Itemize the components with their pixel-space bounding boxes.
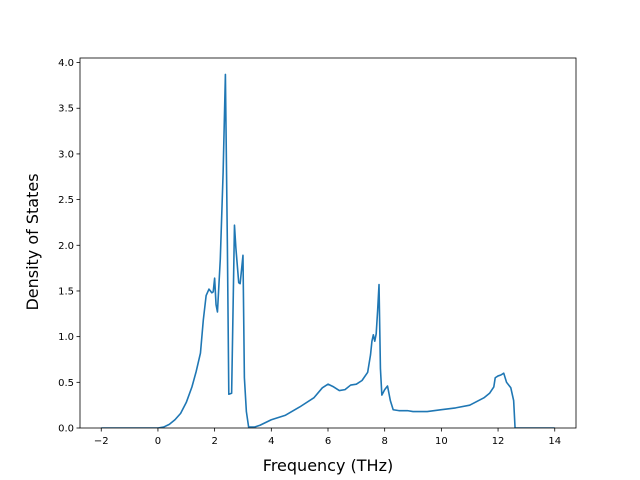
- x-axis-ticks: −2 0 2 4 6 8 10 12 14: [94, 428, 561, 447]
- y-tick-label: 3.5: [58, 104, 74, 115]
- x-tick-label: −2: [94, 436, 109, 447]
- x-tick-label: 14: [548, 436, 561, 447]
- x-tick-label: 2: [211, 436, 217, 447]
- y-tick-label: 1.5: [58, 286, 74, 297]
- dos-series-line: [101, 73, 555, 428]
- y-axis-label: Density of States: [23, 173, 42, 310]
- y-tick-label: 4.0: [58, 58, 74, 69]
- y-tick-label: 0.5: [58, 378, 74, 389]
- y-tick-label: 0.0: [58, 424, 74, 435]
- x-tick-label: 8: [381, 436, 387, 447]
- y-tick-label: 2.0: [58, 241, 74, 252]
- x-axis-label: Frequency (THz): [263, 456, 393, 475]
- x-tick-label: 10: [435, 436, 448, 447]
- x-tick-label: 4: [268, 436, 274, 447]
- y-tick-label: 1.0: [58, 332, 74, 343]
- y-tick-label: 2.5: [58, 195, 74, 206]
- y-tick-label: 3.0: [58, 149, 74, 160]
- x-tick-label: 6: [325, 436, 331, 447]
- y-axis-ticks: 0.0 0.5 1.0 1.5 2.0 2.5 3.0 3.5 4.0: [58, 58, 80, 435]
- x-tick-label: 0: [155, 436, 161, 447]
- x-tick-label: 12: [492, 436, 505, 447]
